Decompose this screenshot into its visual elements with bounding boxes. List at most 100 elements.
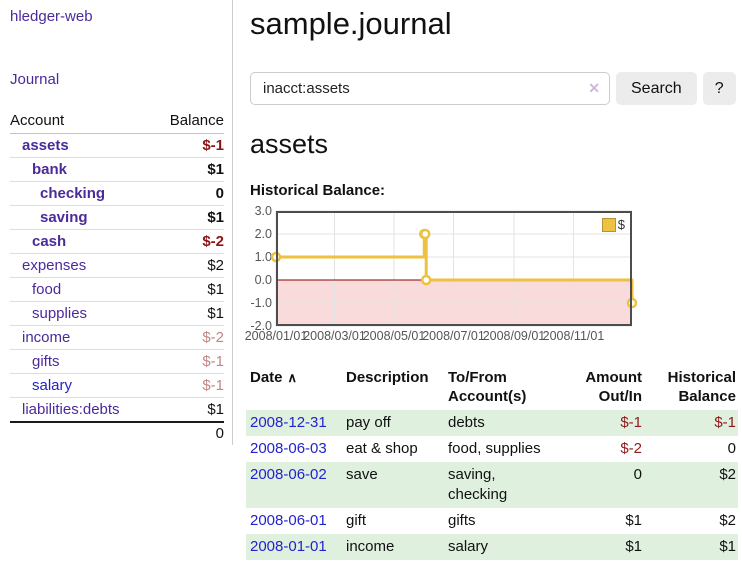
sort-ascending-icon: ∧ [287,370,298,385]
sidebar: hledger-web Journal Account Balance asse… [0,0,233,445]
transaction-description: income [346,538,395,555]
chart-plot-area: $ [270,210,638,327]
transaction-row: 2008-12-31 pay off debts $-1 $-1 [246,410,738,436]
account-row: bank $1 [10,157,224,182]
accounts-header-account: Account [10,109,154,134]
transaction-amount: $-2 [620,440,642,457]
sidebar-item-journal[interactable]: Journal [10,71,60,88]
transaction-accounts: food, supplies [448,440,541,457]
transaction-row: 2008-01-01 income salary $1 $1 [246,534,738,560]
transaction-description: gift [346,512,367,529]
account-row: assets $-1 [10,133,224,158]
legend-label: $ [617,217,625,232]
search-button[interactable]: Search [616,72,697,105]
x-axis-tick-label: 2008/09/01 [482,329,546,343]
account-balance: $-2 [153,229,224,254]
register-column-header: Amount Out/In [585,369,642,405]
main-content: sample.journal ✕ Search ? assets Histori… [245,0,738,560]
sidebar-account-link[interactable]: saving [40,209,88,226]
x-axis-tick-label: 2008/01/01 [244,329,308,343]
register-column-header: Description [346,369,429,386]
account-balance: $-2 [153,325,224,350]
chart-legend: $ [599,216,627,233]
x-axis-tick-label: 2008/11/01 [542,329,605,343]
y-axis-tick-label: 1.0 [254,250,272,264]
account-row: saving $1 [10,205,224,230]
sidebar-account-link[interactable]: food [32,281,62,298]
transaction-balance: 0 [727,440,736,457]
transaction-date-link[interactable]: 2008-06-03 [250,440,327,457]
sidebar-account-link[interactable]: expenses [22,257,87,274]
sidebar-account-link[interactable]: gifts [32,353,60,370]
transaction-balance: $-1 [714,414,736,431]
account-row: expenses $2 [10,253,224,278]
transaction-amount: 0 [633,466,642,483]
sidebar-account-link[interactable]: cash [32,233,67,250]
account-balance: $1 [153,277,224,302]
sidebar-account-link[interactable]: bank [32,161,68,178]
transaction-date-link[interactable]: 2008-06-01 [250,512,327,529]
account-balance: $1 [153,301,224,326]
accounts-total-balance: 0 [153,421,224,445]
transaction-accounts: debts [448,414,485,431]
historical-balance-chart: 3.0 2.0 1.0 0.0 -1.0 -2.0 $2008/01/01 2008/03/0… [245,204,640,347]
clear-search-icon[interactable]: ✕ [588,80,600,96]
legend-swatch [601,217,616,232]
transaction-accounts: gifts [448,512,476,529]
search-form: ✕ Search ? [250,72,738,105]
account-row: income $-2 [10,325,224,350]
register-column-header: Historical Balance [667,369,736,405]
register-header-row: Date ∧ Description To/From Account(s) Amount… [246,366,738,410]
account-balance: $1 [153,205,224,230]
y-axis-tick-label: 0.0 [254,273,272,287]
account-balance: $-1 [153,349,224,374]
account-balance: $2 [153,253,224,278]
sidebar-account-link[interactable]: salary [32,377,73,394]
transaction-balance: $2 [719,512,736,529]
register-column-header[interactable]: Date ∧ [250,369,298,386]
y-axis-tick-label: -1.0 [250,296,272,310]
account-balance: 0 [153,181,224,206]
transaction-amount: $1 [625,512,642,529]
transaction-balance: $2 [719,466,736,483]
account-title: assets [250,129,329,159]
transaction-row: 2008-06-01 gift gifts $1 $2 [246,508,738,534]
transaction-description: eat & shop [346,440,418,457]
x-axis-tick-label: 2008/05/01 [362,329,426,343]
accounts-header-balance: Balance [153,109,224,134]
transaction-date-link[interactable]: 2008-06-02 [250,466,327,483]
y-axis-tick-label: -2.0 [250,319,272,333]
page-title: sample.journal [250,6,452,41]
x-axis-tick-label: 2008/07/01 [422,329,485,343]
register-column-header: To/From Account(s) [448,369,527,405]
accounts-total-row: 0 [10,421,224,445]
chart-label: Historical Balance: [250,182,386,199]
account-row: salary $-1 [10,373,224,398]
transaction-balance: $1 [719,538,736,555]
transaction-row: 2008-06-02 save saving, checking 0 $2 [246,462,738,508]
transaction-amount: $1 [625,538,642,555]
x-axis-tick-label: 2008/03/01 [303,329,366,343]
transaction-date-link[interactable]: 2008-12-31 [250,414,327,431]
y-axis-tick-label: 3.0 [254,204,272,218]
transaction-date-link[interactable]: 2008-01-01 [250,538,327,555]
transaction-row: 2008-06-03 eat & shop food, supplies $-2 0 [246,436,738,462]
sidebar-account-link[interactable]: assets [22,137,69,154]
sidebar-account-link[interactable]: liabilities:debts [22,401,120,418]
account-row: checking 0 [10,181,224,206]
transaction-accounts: saving, checking [448,466,508,503]
transaction-description: save [346,466,378,483]
account-row: gifts $-1 [10,349,224,374]
account-row: liabilities:debts $1 [10,397,224,423]
sidebar-accounts-body: assets $-1 bank $1 checking 0 saving $1 cash $-2 e… [10,133,224,445]
sidebar-account-link[interactable]: supplies [32,305,88,322]
y-axis-tick-label: 2.0 [254,227,272,241]
transaction-description: pay off [346,414,391,431]
sidebar-account-link[interactable]: checking [40,185,106,202]
search-input[interactable] [250,72,610,105]
app-brand-link[interactable]: hledger-web [10,8,93,25]
account-balance: $1 [153,397,224,423]
sidebar-account-link[interactable]: income [22,329,71,346]
account-row: supplies $1 [10,301,224,326]
help-button[interactable]: ? [702,72,736,105]
